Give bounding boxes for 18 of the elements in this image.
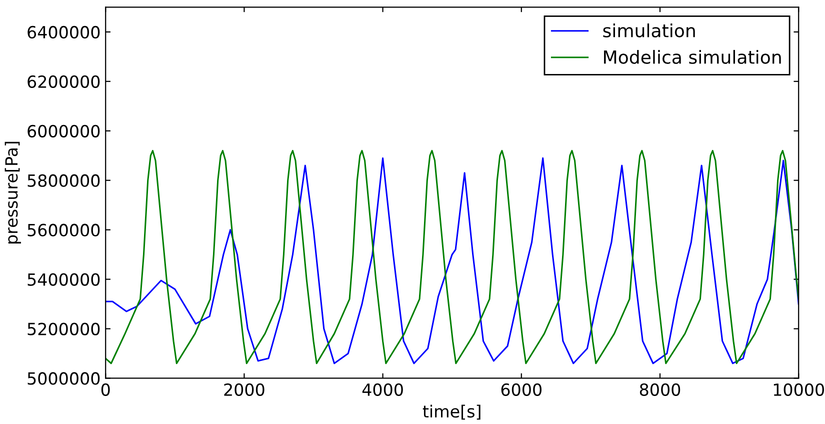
x-tick-label: 6000 [501, 383, 542, 396]
legend-label: simulation [603, 23, 695, 38]
x-tick-label: 2000 [224, 383, 264, 396]
y-tick-label: 6400000 [28, 26, 100, 39]
y-tick-label: 5000000 [28, 372, 100, 385]
x-tick-label: 0 [101, 383, 110, 396]
y-tick-label: 5400000 [28, 273, 100, 286]
y-tick-label: 6000000 [28, 124, 100, 138]
x-axis-title: time[s] [422, 404, 480, 420]
y-tick-label: 6200000 [28, 75, 100, 88]
y-tick-label: 5800000 [28, 174, 100, 187]
x-tick-label: 4000 [362, 383, 403, 396]
legend-label: Modelica simulation [604, 50, 781, 64]
y-axis-title: pressure[Pa] [4, 142, 21, 244]
y-tick-label: 5600000 [28, 224, 100, 236]
x-tick-label: 10000 [774, 383, 824, 396]
x-tick-label: 8000 [640, 383, 680, 396]
y-tick-label: 5200000 [28, 322, 100, 336]
